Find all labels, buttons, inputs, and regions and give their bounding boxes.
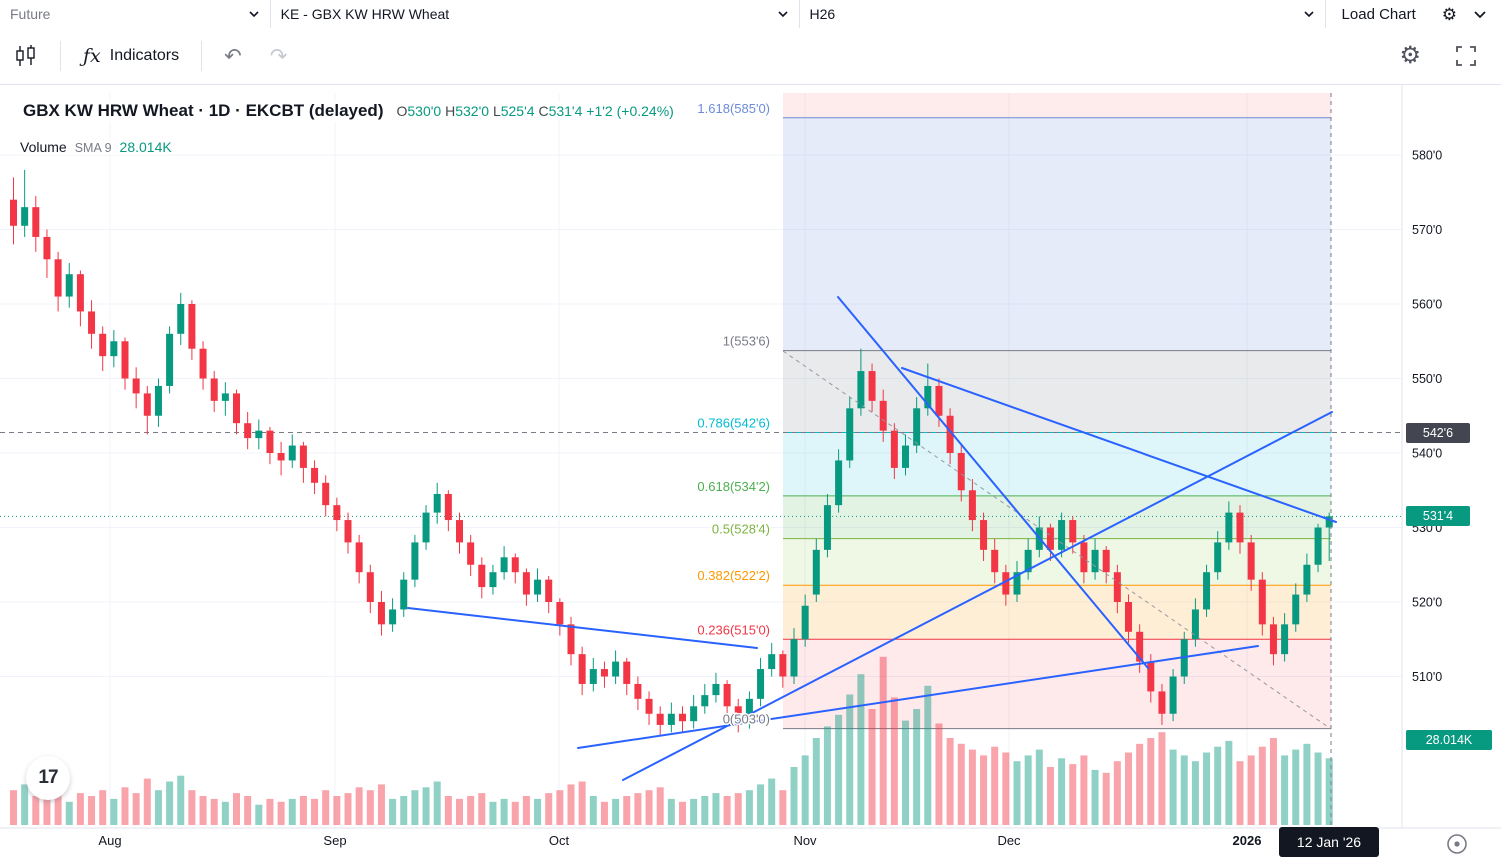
high-value: 532'0 — [455, 103, 490, 119]
indicators-button[interactable]: ƒx Indicators — [69, 36, 193, 76]
symbol-title: GBX KW HRW Wheat · 1D · EKCBT (delayed) — [20, 100, 387, 122]
chart-legend[interactable]: GBX KW HRW Wheat · 1D · EKCBT (delayed) … — [20, 100, 676, 122]
open-value: 530'0 — [407, 103, 442, 119]
svg-text:0.236(515'0): 0.236(515'0) — [697, 622, 770, 637]
toolbar-separator — [60, 41, 61, 71]
svg-text:580'0: 580'0 — [1412, 149, 1442, 163]
last-price-badge: 531'4 — [1406, 506, 1470, 527]
fullscreen-button[interactable] — [1449, 45, 1483, 67]
instrument-type-dropdown[interactable]: Future — [0, 0, 271, 28]
svg-text:0.618(534'2): 0.618(534'2) — [697, 479, 770, 494]
chevron-down-icon — [1303, 11, 1314, 18]
low-value: 525'4 — [500, 103, 535, 119]
trendlines — [407, 296, 1337, 781]
svg-text:0.786(542'6): 0.786(542'6) — [697, 416, 770, 431]
target-icon — [1447, 834, 1467, 854]
price-chart[interactable]: 1.618(585'0) 1(553'6) 0.786(542'6) 0.618(53… — [0, 84, 1501, 862]
low-label: L — [492, 103, 501, 119]
pane-target-button[interactable] — [1444, 831, 1470, 862]
fib-labels: 1.618(585'0) 1(553'6) 0.786(542'6) 0.618(53… — [696, 99, 772, 728]
ohlc-values: O530'0 H532'0 L525'4 C531'4 +1'2 (+0.24%… — [394, 102, 676, 120]
undo-icon: ↶ — [224, 44, 242, 68]
chart-toolbar: ƒx Indicators ↶ ↷ ⚙ — [0, 28, 1501, 85]
volume-label: Volume — [20, 139, 67, 155]
open-label: O — [396, 103, 408, 119]
fullscreen-icon — [1456, 46, 1476, 66]
time-axis: Aug Sep Oct Nov Dec 2026 — [98, 833, 1261, 848]
chart-type-button[interactable] — [0, 36, 52, 76]
svg-text:570'0: 570'0 — [1412, 223, 1442, 237]
fib-retracement — [783, 93, 1331, 730]
symbol-dropdown[interactable]: KE - GBX KW HRW Wheat — [270, 0, 800, 28]
gear-icon: ⚙ — [1441, 4, 1458, 24]
instrument-type-value: Future — [10, 6, 51, 22]
svg-text:Aug: Aug — [98, 833, 121, 848]
volume-sma-label: SMA 9 — [74, 141, 112, 155]
candles-series — [10, 169, 1333, 737]
fib-basis-line — [782, 350, 1332, 730]
svg-text:2026: 2026 — [1233, 833, 1262, 848]
svg-text:540'0: 540'0 — [1412, 447, 1442, 461]
close-value: 531'4 — [548, 103, 583, 119]
toolbar-right-group: ⚙ — [1393, 44, 1501, 68]
gear-icon: ⚙ — [1399, 42, 1421, 69]
svg-text:510'0: 510'0 — [1412, 670, 1442, 684]
svg-text:550'0: 550'0 — [1412, 372, 1442, 386]
chevron-down-icon — [1474, 10, 1486, 18]
load-chart-button[interactable]: Load Chart — [1341, 5, 1416, 23]
svg-text:Oct: Oct — [549, 833, 570, 848]
indicators-label: Indicators — [109, 47, 180, 64]
grid — [0, 93, 1402, 828]
chevron-down-icon — [249, 11, 259, 18]
svg-text:520'0: 520'0 — [1412, 596, 1442, 610]
svg-text:1(553'6): 1(553'6) — [723, 334, 770, 349]
svg-text:0(503'0): 0(503'0) — [723, 712, 770, 727]
svg-text:560'0: 560'0 — [1412, 298, 1442, 312]
volume-badge: 28.014K — [1406, 730, 1492, 750]
top-toolbar: Future KE - GBX KW HRW Wheat H26 Load Ch… — [0, 0, 1501, 29]
svg-text:Nov: Nov — [793, 833, 817, 848]
chevron-down-icon — [777, 11, 788, 18]
symbol-value: KE - GBX KW HRW Wheat — [280, 6, 450, 22]
redo-button[interactable]: ↷ — [256, 36, 302, 76]
svg-text:1.618(585'0): 1.618(585'0) — [697, 101, 770, 116]
crosshair-date-badge: 12 Jan '26 — [1279, 827, 1379, 857]
high-label: H — [445, 103, 456, 119]
expand-menu-button[interactable] — [1467, 10, 1493, 19]
chart-settings-button[interactable]: ⚙ — [1436, 6, 1463, 23]
axis-separators — [0, 84, 1501, 829]
volume-value: 28.014K — [119, 139, 172, 155]
fx-icon: ƒx — [83, 45, 101, 67]
volume-series — [10, 656, 1333, 825]
svg-text:Dec: Dec — [997, 833, 1021, 848]
horizontal-line-price-badge[interactable]: 542'6 — [1406, 422, 1470, 443]
tradingview-logo[interactable]: 17 — [26, 756, 70, 800]
undo-button[interactable]: ↶ — [210, 36, 256, 76]
toolbar-separator — [201, 41, 203, 71]
settings-button[interactable]: ⚙ — [1393, 44, 1427, 68]
contract-value: H26 — [809, 6, 836, 22]
redo-icon: ↷ — [269, 44, 288, 68]
volume-legend[interactable]: Volume SMA 9 28.014K — [20, 139, 172, 155]
candlestick-chart-icon — [16, 45, 35, 66]
svg-text:Sep: Sep — [323, 833, 346, 848]
close-label: C — [538, 103, 549, 119]
contract-dropdown[interactable]: H26 — [799, 0, 1326, 28]
svg-text:0.382(522'2): 0.382(522'2) — [697, 568, 770, 583]
topbar-right-group: Load Chart ⚙ — [1326, 0, 1501, 28]
svg-text:0.5(528'4): 0.5(528'4) — [712, 522, 770, 537]
change-value: +1'2 (+0.24%) — [586, 103, 674, 119]
